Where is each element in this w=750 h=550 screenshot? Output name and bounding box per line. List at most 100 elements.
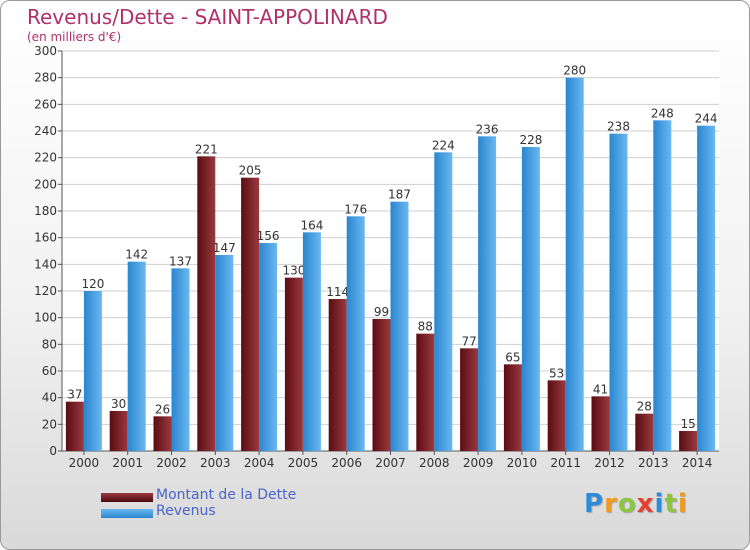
bar-debt [241, 177, 260, 451]
data-label-debt: 26 [155, 402, 170, 416]
bar-revenue [215, 255, 234, 451]
y-tick-label: 160 [34, 231, 57, 245]
bar-revenue [521, 147, 540, 451]
x-tick-label: 2003 [200, 456, 231, 470]
bar-revenue [346, 216, 365, 451]
bar-debt [65, 401, 84, 451]
y-tick-label: 80 [42, 337, 57, 351]
logo-letter: i [677, 489, 688, 519]
legend-label-debt: Montant de la Dette [156, 487, 297, 503]
x-tick-label: 2008 [419, 456, 450, 470]
data-label-debt: 37 [67, 388, 82, 402]
y-tick-label: 220 [34, 151, 57, 165]
logo-letter: i [654, 489, 665, 519]
legend-label-revenue: Revenus [156, 503, 216, 519]
data-label-debt: 88 [418, 320, 433, 334]
bar-debt [416, 333, 435, 451]
y-tick-label: 60 [42, 364, 57, 378]
y-tick-label: 20 [42, 417, 57, 431]
logo-letter: P [584, 489, 605, 519]
bar-revenue [478, 136, 497, 452]
x-tick-label: 2005 [288, 456, 319, 470]
data-label-debt: 53 [549, 366, 564, 380]
proxiti-logo: Proxiti [584, 489, 688, 519]
bar-revenue [302, 232, 321, 451]
data-label-debt: 41 [593, 382, 608, 396]
x-tick-label: 2004 [244, 456, 275, 470]
bar-revenue [259, 243, 278, 451]
y-tick-label: 180 [34, 204, 57, 218]
x-tick-label: 2002 [156, 456, 187, 470]
y-tick-label: 40 [42, 391, 57, 405]
bar-revenue [171, 268, 190, 451]
y-tick-label: 240 [34, 124, 57, 138]
data-label-debt: 77 [461, 334, 476, 348]
data-label-revenue: 137 [169, 254, 192, 268]
y-tick-label: 140 [34, 257, 57, 271]
data-label-debt: 205 [239, 164, 262, 178]
data-label-revenue: 244 [695, 112, 718, 126]
data-label-revenue: 248 [651, 106, 674, 120]
bar-debt [372, 319, 391, 451]
x-tick-label: 2000 [69, 456, 100, 470]
data-label-debt: 221 [195, 142, 218, 156]
bar-revenue [83, 291, 102, 451]
x-tick-label: 2001 [112, 456, 143, 470]
data-label-revenue: 236 [476, 122, 499, 136]
data-label-debt: 130 [282, 264, 305, 278]
y-tick-label: 260 [34, 97, 57, 111]
data-label-revenue: 147 [213, 241, 236, 255]
data-label-revenue: 164 [300, 218, 323, 232]
x-tick-label: 2010 [507, 456, 538, 470]
data-label-debt: 114 [326, 285, 349, 299]
data-label-revenue: 176 [344, 202, 367, 216]
data-label-revenue: 187 [388, 188, 411, 202]
bar-debt [679, 431, 698, 451]
logo-letter: o [617, 489, 637, 519]
data-label-debt: 99 [374, 305, 389, 319]
legend-swatch-revenue [101, 509, 153, 518]
chart-subtitle: (en milliers d'€) [27, 30, 122, 44]
logo-letter: x [636, 489, 655, 519]
bar-debt [503, 364, 522, 451]
bar-revenue [609, 133, 628, 451]
data-label-debt: 30 [111, 397, 126, 411]
bar-revenue [434, 152, 453, 452]
data-label-revenue: 238 [607, 120, 630, 134]
y-tick-label: 300 [34, 44, 57, 58]
bar-debt [153, 416, 172, 451]
bar-debt [284, 277, 303, 451]
bar-debt [328, 299, 347, 451]
bar-debt [547, 380, 566, 451]
bar-revenue [565, 77, 584, 452]
logo-letter: t [664, 489, 678, 519]
bar-revenue [653, 120, 672, 451]
y-tick-label: 0 [49, 444, 57, 458]
bar-revenue [697, 125, 716, 452]
data-label-revenue: 280 [563, 64, 586, 78]
legend-swatch-debt [101, 493, 153, 502]
data-label-revenue: 120 [81, 277, 104, 291]
bar-debt [635, 413, 654, 451]
data-label-debt: 15 [680, 417, 695, 431]
data-label-revenue: 228 [519, 133, 542, 147]
bar-debt [197, 156, 216, 452]
x-tick-label: 2012 [594, 456, 625, 470]
bar-debt [591, 396, 610, 451]
y-tick-label: 100 [34, 311, 57, 325]
y-tick-label: 280 [34, 71, 57, 85]
x-tick-label: 2013 [638, 456, 669, 470]
logo-letter: r [604, 489, 618, 519]
x-tick-label: 2009 [463, 456, 494, 470]
data-label-debt: 28 [637, 400, 652, 414]
data-label-revenue: 156 [257, 229, 280, 243]
x-tick-label: 2014 [682, 456, 713, 470]
data-label-debt: 65 [505, 350, 520, 364]
data-label-revenue: 224 [432, 138, 455, 152]
bar-revenue [390, 201, 409, 451]
x-tick-label: 2006 [331, 456, 362, 470]
bar-debt [109, 411, 128, 451]
y-tick-label: 120 [34, 284, 57, 298]
